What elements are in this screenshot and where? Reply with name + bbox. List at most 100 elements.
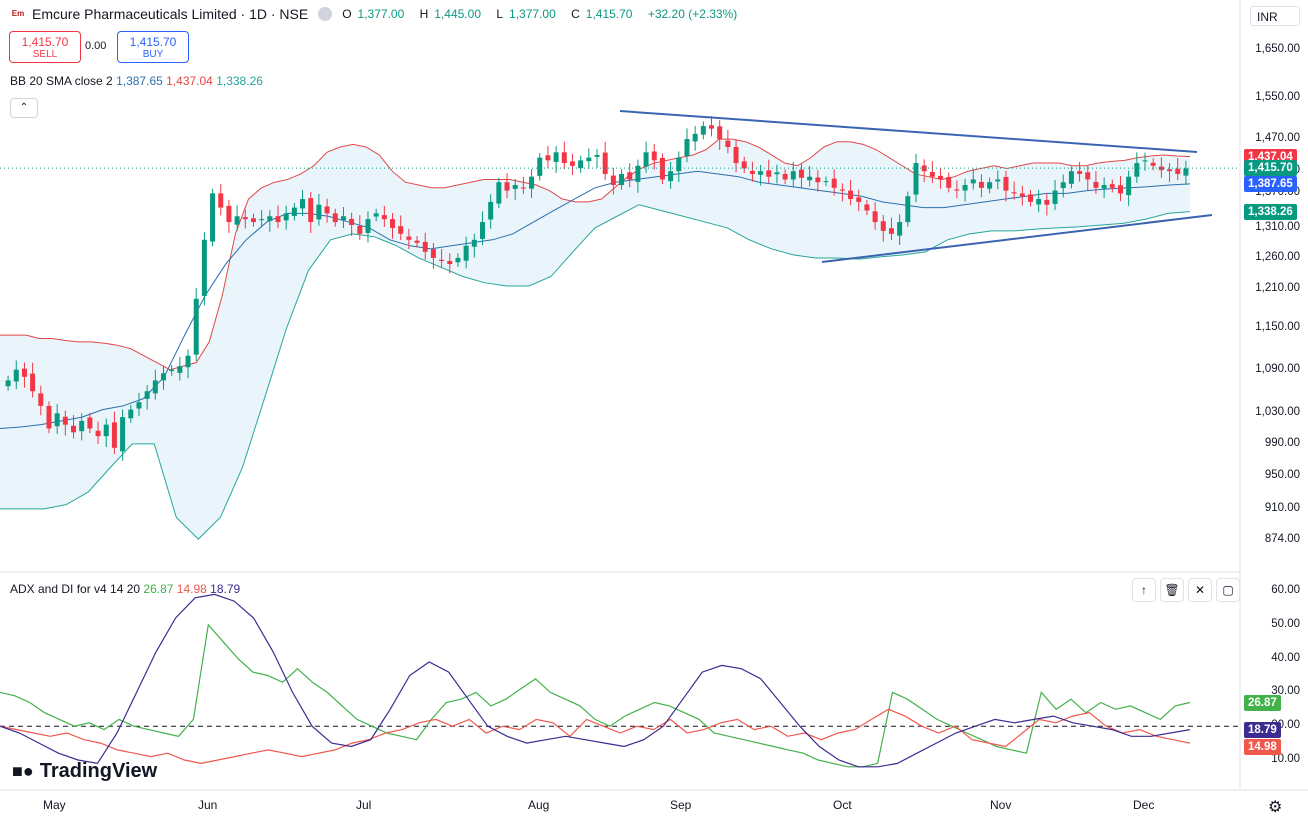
collapse-legend-button[interactable]: ⌃ [10, 98, 38, 118]
buy-price: 1,415.70 [129, 35, 177, 49]
candle-body [398, 226, 404, 234]
candle-body [95, 430, 101, 437]
candle-body [349, 218, 355, 225]
candle-body [226, 205, 232, 223]
candle-body [38, 393, 44, 406]
delete-pane-button[interactable]: 🗑 [1160, 578, 1184, 602]
adx-legend[interactable]: ADX and DI for v4 14 20 26.87 14.98 18.7… [10, 582, 240, 596]
candle-body [1036, 199, 1042, 205]
candle-body [569, 161, 575, 166]
collapse-pane-button[interactable]: ✕ [1188, 578, 1212, 602]
price-tick-label: 1,090.00 [1255, 362, 1300, 375]
candle-body [193, 298, 199, 355]
candle-body [995, 179, 1001, 182]
lower-band-tag: 1,338.26 [1244, 203, 1297, 220]
di-minus-value: 14.98 [176, 582, 207, 596]
sell-price: 1,415.70 [21, 35, 69, 49]
sell-button[interactable]: 1,415.70 SELL [9, 31, 81, 63]
adx-tick-label: 40.00 [1271, 651, 1300, 664]
candle-body [250, 218, 256, 223]
candle-body [177, 366, 183, 373]
buy-button[interactable]: 1,415.70 BUY [117, 31, 189, 63]
di-plus-tag: 26.87 [1244, 694, 1281, 711]
candle-body [1060, 182, 1066, 189]
time-tick-label: Oct [833, 798, 852, 812]
candle-body [823, 181, 829, 183]
candle-body [46, 405, 52, 429]
candle-body [553, 152, 559, 162]
candle-body [381, 215, 387, 220]
candle-body [545, 155, 551, 161]
candle-body [946, 176, 952, 188]
candle-body [136, 402, 142, 409]
candle-body [929, 172, 935, 177]
candle-body [659, 157, 665, 180]
candle-body [774, 172, 780, 175]
candle-body [267, 216, 273, 221]
candle-body [733, 146, 739, 164]
candle-body [537, 157, 543, 176]
candle-body [201, 239, 207, 296]
tradingview-logo[interactable]: ■● TradingView [12, 760, 157, 783]
adx-tick-label: 30.00 [1271, 685, 1300, 698]
adx-value: 18.79 [210, 582, 241, 596]
bb-basis-value: 1,387.65 [116, 74, 163, 88]
candle-body [430, 249, 436, 258]
time-tick-label: Nov [990, 798, 1012, 812]
candle-body [839, 189, 845, 191]
price-tick-label: 874.00 [1264, 533, 1300, 545]
currency-selector[interactable]: INR [1250, 6, 1300, 26]
candle-body [782, 173, 788, 180]
candle-body [316, 204, 322, 220]
candle-body [62, 416, 68, 425]
candle-body [627, 172, 633, 180]
sell-label: SELL [32, 49, 58, 60]
candle-body [103, 424, 109, 437]
candle-body [635, 165, 641, 182]
price-tick-label: 1,260.00 [1255, 250, 1300, 263]
candle-body [1183, 168, 1189, 176]
candle-body [1003, 176, 1009, 191]
candle-body [169, 369, 175, 372]
price-tick-label: 910.00 [1264, 501, 1300, 514]
candle-body [308, 198, 314, 223]
bb-upper-line [0, 138, 1191, 371]
bb-legend[interactable]: BB 20 SMA close 2 1,387.65 1,437.04 1,33… [10, 74, 263, 88]
candle-body [815, 177, 821, 183]
adx-tag: 18.79 [1244, 722, 1281, 739]
chevron-up-icon: ⌃ [19, 102, 29, 113]
candle-body [1019, 193, 1025, 197]
candle-body [700, 126, 706, 135]
candle-body [365, 219, 371, 233]
candle-body [864, 204, 870, 211]
candle-body [594, 154, 600, 157]
symbol-header[interactable]: Em Emcure Pharmaceuticals Limited · 1D ·… [10, 6, 743, 22]
candle-body [1142, 160, 1148, 162]
candle-body [897, 222, 903, 236]
candle-body [717, 126, 723, 140]
candle-body [520, 187, 526, 189]
candle-body [54, 413, 60, 427]
candle-body [357, 225, 363, 234]
settings-gear-icon[interactable]: ⚙ [1268, 799, 1283, 816]
move-up-button[interactable]: ↑ [1132, 578, 1156, 602]
candle-body [610, 175, 616, 186]
candle-body [291, 207, 297, 216]
candle-body [128, 409, 134, 419]
candle-body [651, 151, 657, 161]
maximize-pane-button[interactable]: ▢ [1216, 578, 1240, 602]
candle-body [71, 425, 77, 433]
candle-body [1109, 184, 1115, 188]
candle-body [87, 417, 93, 429]
candle-body [978, 181, 984, 188]
symbol-title[interactable]: Emcure Pharmaceuticals Limited · 1D · NS… [32, 6, 309, 22]
visibility-icon[interactable] [318, 7, 333, 21]
bb-lower-line [0, 204, 1191, 540]
candle-body [1028, 194, 1034, 202]
candle-body [848, 190, 854, 200]
candle-body [13, 369, 19, 382]
candle-body [1158, 166, 1164, 171]
spread-value: 0.00 [85, 40, 107, 52]
candle-body [373, 213, 379, 217]
